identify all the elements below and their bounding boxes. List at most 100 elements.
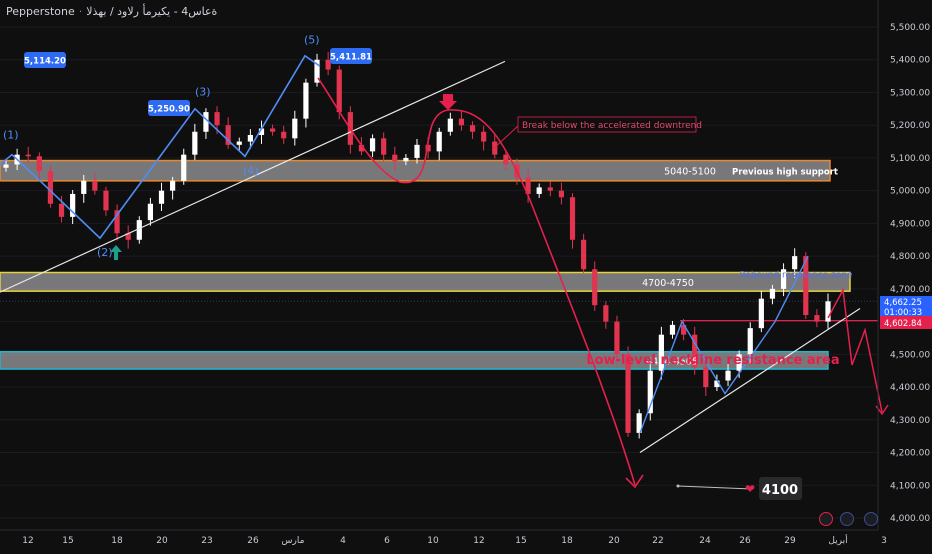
- candle-body: [581, 239, 587, 270]
- candle-body: [814, 315, 820, 322]
- event-flash-icon[interactable]: [819, 512, 833, 526]
- candle-body: [614, 321, 620, 355]
- countdown-label: 01:00:33: [884, 308, 922, 318]
- candle-body: [547, 187, 553, 191]
- candle-body: [603, 305, 609, 322]
- candle-body: [792, 256, 798, 270]
- target-label: 4100: [762, 483, 798, 498]
- x-tick-label: 4: [340, 536, 346, 546]
- candle-body: [258, 128, 265, 136]
- candle-body: [525, 177, 531, 194]
- x-tick-label: 29: [784, 536, 796, 546]
- x-tick-label: 3: [881, 536, 887, 546]
- candle-body: [81, 180, 87, 194]
- candle-body: [625, 354, 631, 433]
- candle-body: [36, 156, 42, 172]
- y-tick-label: 5,400.00: [890, 56, 930, 66]
- y-tick-label: 4,500.00: [890, 350, 930, 360]
- wave-path: [0, 54, 321, 240]
- target-connector: [677, 485, 753, 490]
- lower-trendline: [639, 308, 861, 454]
- x-tick-label: 20: [156, 536, 168, 546]
- candle-body: [569, 197, 576, 240]
- candle-body: [414, 144, 420, 158]
- candle-body: [469, 125, 476, 132]
- x-tick-label: أبريل: [828, 534, 847, 546]
- candle-body: [458, 118, 465, 126]
- heart-icon: ❤: [745, 482, 755, 496]
- candle-body: [503, 154, 509, 165]
- y-tick-label: 5,000.00: [890, 187, 930, 197]
- projection-path: [827, 287, 883, 413]
- event-flag-icon[interactable]: [840, 512, 854, 526]
- candle-body: [58, 203, 65, 217]
- x-tick-label: 18: [111, 536, 123, 546]
- candle-body: [192, 131, 198, 155]
- zone-side-label-upper: Previous high support: [732, 168, 838, 178]
- candle-body: [181, 154, 187, 181]
- chart-header: Pepperstone · ةعاس4 - يكيرمأ رلاود / بهذلا: [6, 5, 217, 18]
- y-tick-label: 5,200.00: [890, 121, 930, 131]
- line-price-badge: [880, 316, 932, 329]
- candle-body: [481, 131, 487, 142]
- target-dot: [676, 484, 680, 488]
- wave-label: (4): [243, 164, 259, 177]
- candle-body: [136, 220, 142, 240]
- candle-body: [780, 269, 787, 289]
- candle-body: [436, 131, 442, 152]
- y-tick-label: 4,800.00: [890, 252, 930, 262]
- candle-body: [314, 59, 320, 83]
- wave-label: (2): [97, 246, 113, 259]
- y-tick-label: 5,100.00: [890, 154, 930, 164]
- current-price-label: 4,662.25: [884, 298, 922, 308]
- x-tick-label: 26: [247, 536, 259, 546]
- candle-body: [292, 118, 298, 139]
- candle-body: [747, 328, 753, 355]
- candle-body: [225, 125, 231, 145]
- candle-body: [669, 324, 676, 335]
- candle-body: [558, 190, 565, 198]
- symbol-label: Pepperstone: [6, 5, 75, 18]
- candle-body: [703, 367, 709, 388]
- x-tick-label: 23: [201, 536, 212, 546]
- candle-body: [214, 112, 220, 126]
- wave-label: (5): [304, 33, 320, 46]
- candle-body: [825, 301, 831, 322]
- candle-body: [236, 141, 242, 145]
- candle-body: [381, 138, 387, 155]
- y-tick-label: 4,000.00: [890, 514, 930, 524]
- candle-body: [392, 154, 398, 162]
- current-price-badge: [880, 296, 932, 318]
- candle-body: [736, 354, 742, 371]
- zone-label-upper: 5040-5100: [664, 167, 716, 178]
- price-callout-text: 5,250.90: [148, 105, 190, 115]
- x-tick-label: 22: [652, 536, 663, 546]
- event-flag-icon[interactable]: [864, 512, 878, 526]
- candle-body: [125, 233, 131, 240]
- down-arrow-icon: [439, 94, 457, 110]
- candle-body: [725, 370, 731, 381]
- candle-body: [536, 187, 542, 194]
- up-arrow-icon: [110, 245, 122, 260]
- zone-upper: [0, 159, 831, 182]
- price-callout: [24, 52, 66, 68]
- break-connector: [491, 125, 519, 151]
- candle-body: [203, 112, 209, 132]
- candle-body: [247, 135, 253, 142]
- zone-middle: [0, 271, 851, 292]
- candle-body: [680, 324, 687, 335]
- candle-body: [70, 193, 76, 217]
- break-label-box: [517, 116, 697, 133]
- y-tick-label: 4,200.00: [890, 449, 930, 459]
- candle-body: [303, 82, 309, 119]
- price-callout-text: 5,114.20: [24, 57, 66, 67]
- zone-side-label-lower: Low-level neckline resistance area: [586, 353, 839, 368]
- candle-body: [269, 128, 276, 132]
- x-tick-label: 15: [62, 536, 73, 546]
- y-tick-label: 4,700.00: [890, 285, 930, 295]
- candle-body: [358, 144, 365, 152]
- candle-body: [758, 298, 764, 329]
- candle-body: [25, 154, 31, 157]
